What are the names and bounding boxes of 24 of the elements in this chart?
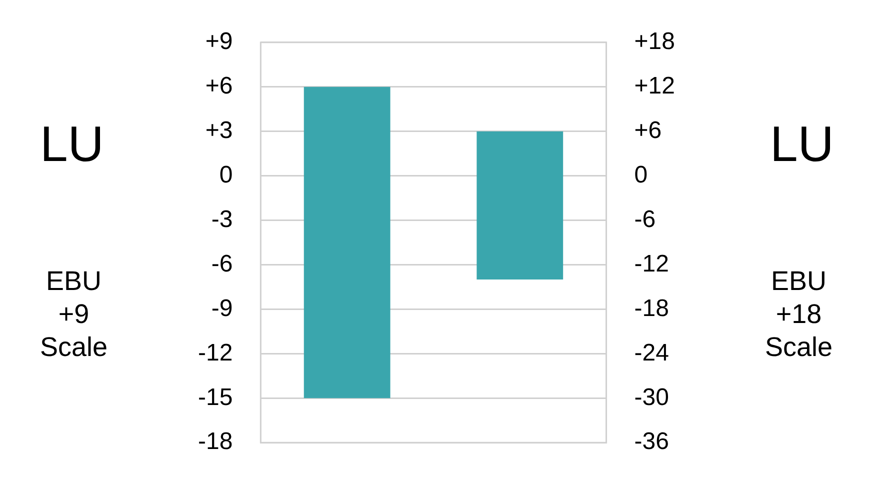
y-tick-label: -3 [211, 206, 233, 233]
text: EBU +9 Scale [40, 265, 108, 364]
y2-tick-label: +12 [634, 72, 676, 100]
y2-tick-label: +6 [634, 116, 662, 144]
y-tick-label: 0 [219, 161, 233, 188]
y-tick-label: -15 [198, 384, 233, 411]
y-tick-label: -12 [198, 339, 233, 366]
y-tick-label: +3 [205, 116, 233, 144]
y-tick-label: -18 [198, 428, 233, 456]
y2-tick-label: -36 [634, 428, 669, 456]
y-axis-title: LU [40, 115, 104, 173]
y-tick-label: +9 [205, 28, 233, 56]
y2-tick-label: -30 [634, 384, 669, 411]
y2-tick-label: -6 [634, 206, 656, 233]
y2-tick-label: +18 [634, 28, 676, 56]
y-tick-label: +6 [205, 72, 233, 100]
y2-tick-label: -24 [634, 339, 669, 366]
y2-tick-label: -12 [634, 250, 669, 278]
y2-tick-label: -18 [634, 294, 669, 322]
y-tick-label: -9 [211, 294, 233, 322]
y2-tick-label: 0 [634, 161, 648, 188]
y2-axis-title: LU [770, 115, 834, 173]
y-tick-label: -6 [211, 250, 233, 278]
text: EBU +18 Scale [765, 265, 833, 364]
